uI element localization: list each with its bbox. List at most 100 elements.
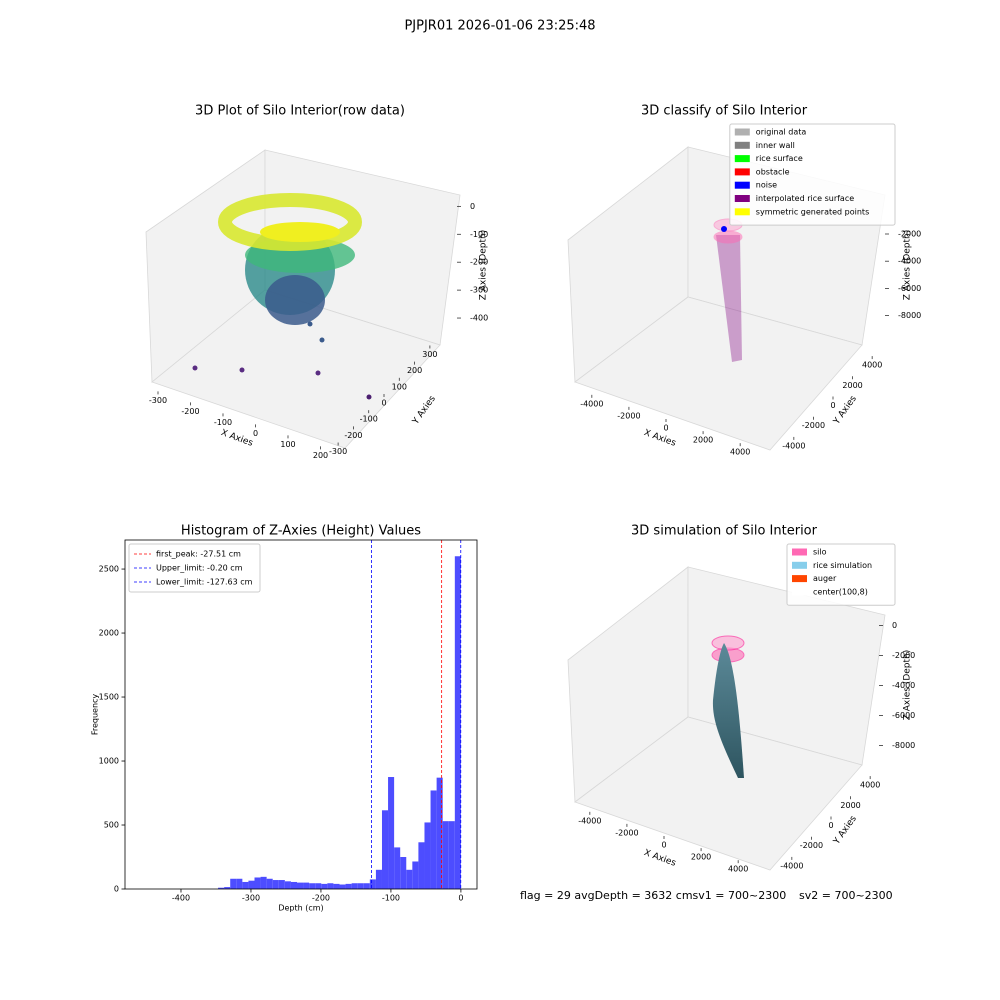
- legend-label: center(100,8): [813, 587, 868, 596]
- legend-label: first_peak: -27.51 cm: [156, 550, 241, 559]
- legend-swatch: [792, 548, 807, 556]
- legend-label: Lower_limit: -127.63 cm: [156, 578, 253, 587]
- bar: [224, 887, 231, 889]
- bar: [400, 857, 407, 889]
- z-tick-label: -4000: [892, 681, 915, 690]
- x-tick-label: -4000: [578, 816, 601, 825]
- x-tick-label: 0: [661, 841, 666, 850]
- bar: [436, 777, 443, 889]
- x-tick-label: 200: [313, 451, 328, 460]
- y-tick-label: 0: [828, 821, 833, 830]
- y-tick-label: 300: [422, 350, 437, 359]
- bar: [430, 790, 437, 889]
- bar: [327, 883, 334, 889]
- x-tick-label: -400: [172, 894, 190, 903]
- bar: [272, 880, 279, 889]
- chart-title: 3D simulation of Silo Interior: [631, 524, 818, 539]
- x-tick-label: 4000: [730, 448, 750, 457]
- axis-label: Z Axies (Depth): [903, 230, 913, 301]
- x-tick-label: -200: [312, 894, 330, 903]
- bar: [351, 883, 358, 889]
- legend-swatch: [734, 181, 750, 189]
- x-tick-label: 100: [280, 440, 295, 449]
- bar: [290, 881, 297, 889]
- bar: [363, 883, 370, 889]
- z-tick-label: -400: [470, 314, 488, 323]
- y-axis-label: Frequency: [91, 694, 100, 736]
- z-tick-label: 0: [470, 202, 475, 211]
- y-tick-label: 100: [392, 382, 407, 391]
- legend-label: inner wall: [756, 141, 795, 150]
- bar: [448, 821, 455, 889]
- x-tick-label: 2000: [691, 853, 711, 862]
- axis-label: X Axies: [219, 428, 254, 449]
- z-tick-label: -6000: [892, 711, 915, 720]
- x-tick-label: 4000: [728, 865, 748, 874]
- y-tick-label: 0: [114, 885, 119, 894]
- bar: [339, 884, 346, 889]
- simulation-surface: [711, 635, 745, 778]
- y-tick-label: 1000: [99, 757, 119, 766]
- bar: [424, 822, 431, 889]
- bar: [248, 880, 255, 889]
- bar: [454, 556, 461, 889]
- z-tick-label: -8000: [898, 311, 921, 320]
- legend-swatch: [734, 128, 750, 136]
- x-tick-label: -2000: [617, 411, 640, 420]
- legend-box: [786, 543, 896, 606]
- bar: [412, 861, 419, 889]
- x-axis-label: Depth (cm): [278, 904, 323, 913]
- legend-label: symmetric generated points: [756, 207, 869, 216]
- bar: [218, 887, 225, 889]
- x-tick-label: -200: [181, 407, 199, 416]
- y-tick-label: 200: [407, 366, 422, 375]
- plot-frame: [124, 539, 478, 890]
- bar: [278, 880, 285, 889]
- axis-label: Y Axies: [831, 394, 859, 427]
- x-tick-label: -100: [382, 894, 400, 903]
- y-tick-label: -4000: [782, 441, 805, 450]
- y-tick-label: 2000: [842, 381, 862, 390]
- bar: [260, 876, 267, 889]
- bar: [236, 878, 243, 889]
- y-tick-label: -2000: [800, 841, 823, 850]
- y-tick-label: 1500: [99, 693, 119, 702]
- bar: [309, 883, 316, 889]
- bar: [418, 842, 425, 889]
- bar: [375, 869, 382, 889]
- legend-label: Upper_limit: -0.20 cm: [156, 564, 243, 573]
- y-tick-label: -4000: [780, 861, 803, 870]
- legend-swatch: [734, 155, 750, 163]
- z-tick-label: -8000: [892, 741, 915, 750]
- z-tick-label: 0: [892, 621, 897, 630]
- axis-label: X Axies: [642, 428, 677, 449]
- legend-box: [128, 543, 261, 593]
- legend-label: noise: [756, 181, 777, 190]
- bar: [254, 877, 261, 889]
- legend-label: original data: [756, 128, 807, 137]
- bar: [357, 883, 364, 889]
- bar: [333, 883, 340, 889]
- z-tick-label: -200: [470, 258, 488, 267]
- footer-note: flag = 29 avgDepth = 3632 cmsv1 = 700~23…: [520, 889, 786, 902]
- classified-cloud: [713, 218, 743, 362]
- y-tick-label: -2000: [802, 421, 825, 430]
- chart-title: 3D Plot of Silo Interior(row data): [195, 104, 405, 119]
- y-tick-label: 2000: [99, 629, 119, 638]
- legend-swatch: [734, 141, 750, 149]
- axis-label: Z Axies (Depth): [479, 230, 489, 301]
- bar: [230, 878, 237, 889]
- x-tick-label: -4000: [580, 399, 603, 408]
- legend-swatch: [734, 168, 750, 176]
- z-tick-label: -300: [470, 286, 488, 295]
- legend-label: obstacle: [756, 167, 790, 176]
- bar: [321, 883, 328, 889]
- figure-title: PJPJR01 2026-01-06 23:25:48: [404, 19, 595, 34]
- bar: [345, 883, 352, 889]
- y-tick-label: 2000: [840, 801, 860, 810]
- z-tick-label: -2000: [898, 230, 921, 239]
- x-tick-label: 0: [663, 424, 668, 433]
- bar: [303, 882, 310, 889]
- legend-label: interpolated rice surface: [756, 194, 854, 203]
- y-tick-label: -100: [360, 415, 378, 424]
